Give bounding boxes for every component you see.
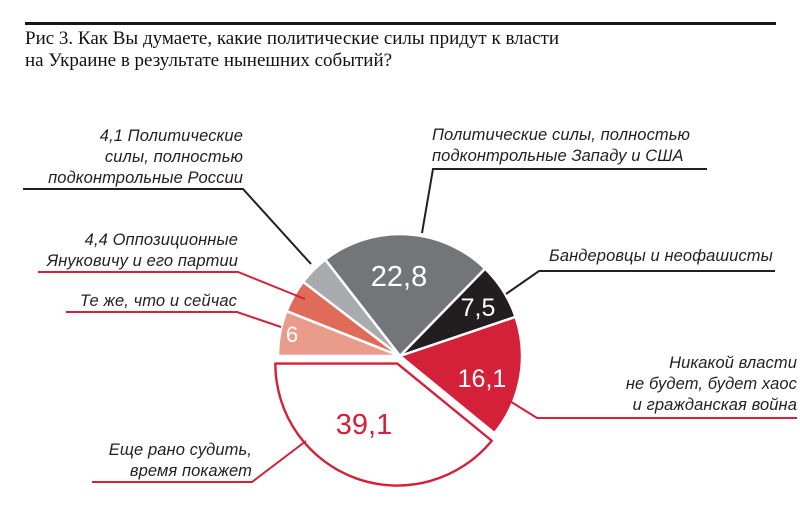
callout-label-chaos: Никакой власти не будет, будет хаос и гр… [577, 353, 797, 416]
callout-line-early [92, 440, 307, 483]
callout-label-chaos-line3: и гражданская война [632, 396, 797, 414]
callout-label-chaos-line2: не будет, будет хаос [625, 375, 797, 393]
pie-slice-early [274, 362, 493, 487]
callout-label-bandera: Бандеровцы и неофашисты [549, 246, 789, 267]
callout-line-west [421, 168, 707, 234]
callout-label-early-line2: время покажет [129, 462, 252, 480]
pie-slice-russia [301, 258, 402, 358]
callout-label-russia-line1: 4,1 Политические [99, 127, 243, 145]
callout-line-russia [23, 188, 312, 265]
callout-label-west: Политические силы, полностью подконтроль… [432, 125, 722, 167]
callout-label-same-line1: Те же, что и сейчас [79, 292, 237, 310]
callout-label-early-line1: Еще рано судить, [108, 441, 252, 459]
slice-value-early: 39,1 [336, 409, 392, 441]
slice-value-west: 22,8 [371, 261, 427, 293]
callout-label-opposition-line2: Януковичу и его партии [46, 252, 238, 270]
figure-title: Рис 3. Как Вы думаете, какие политически… [25, 28, 559, 72]
callout-label-west-line1: Политические силы, полностью [432, 126, 691, 144]
callout-label-russia-line3: подконтрольные России [48, 169, 243, 187]
figure-title-line2: на Украине в результате нынешних событий… [25, 50, 393, 71]
callout-label-opposition: 4,4 Оппозиционные Януковичу и его партии [18, 230, 238, 272]
callout-label-same: Те же, что и сейчас [57, 291, 237, 312]
callout-line-bandera [505, 270, 775, 295]
callout-label-chaos-line1: Никакой власти [669, 354, 797, 372]
pie-slice-west [323, 232, 487, 358]
callout-line-opposition [38, 271, 306, 300]
callout-line-same [66, 311, 282, 328]
callout-label-early: Еще рано судить, время покажет [72, 440, 252, 482]
figure-title-line1: Рис 3. Как Вы думаете, какие политически… [25, 28, 560, 49]
callout-line-chaos [491, 389, 797, 419]
callout-label-russia: 4,1 Политические силы, полностью подконт… [23, 126, 243, 189]
pie-slice-chaos [398, 315, 524, 435]
top-divider-rule [25, 22, 776, 25]
callout-label-russia-line2: силы, полностью [104, 148, 243, 166]
callout-label-west-line2: подконтрольные Западу и США [432, 147, 684, 165]
slice-value-same: 6 [286, 322, 298, 347]
callout-label-opposition-line1: 4,4 Оппозиционные [84, 231, 238, 249]
slice-value-chaos: 16,1 [458, 365, 507, 393]
callout-label-bandera-line1: Бандеровцы и неофашисты [549, 247, 773, 265]
slice-value-bandera: 7,5 [461, 294, 496, 322]
